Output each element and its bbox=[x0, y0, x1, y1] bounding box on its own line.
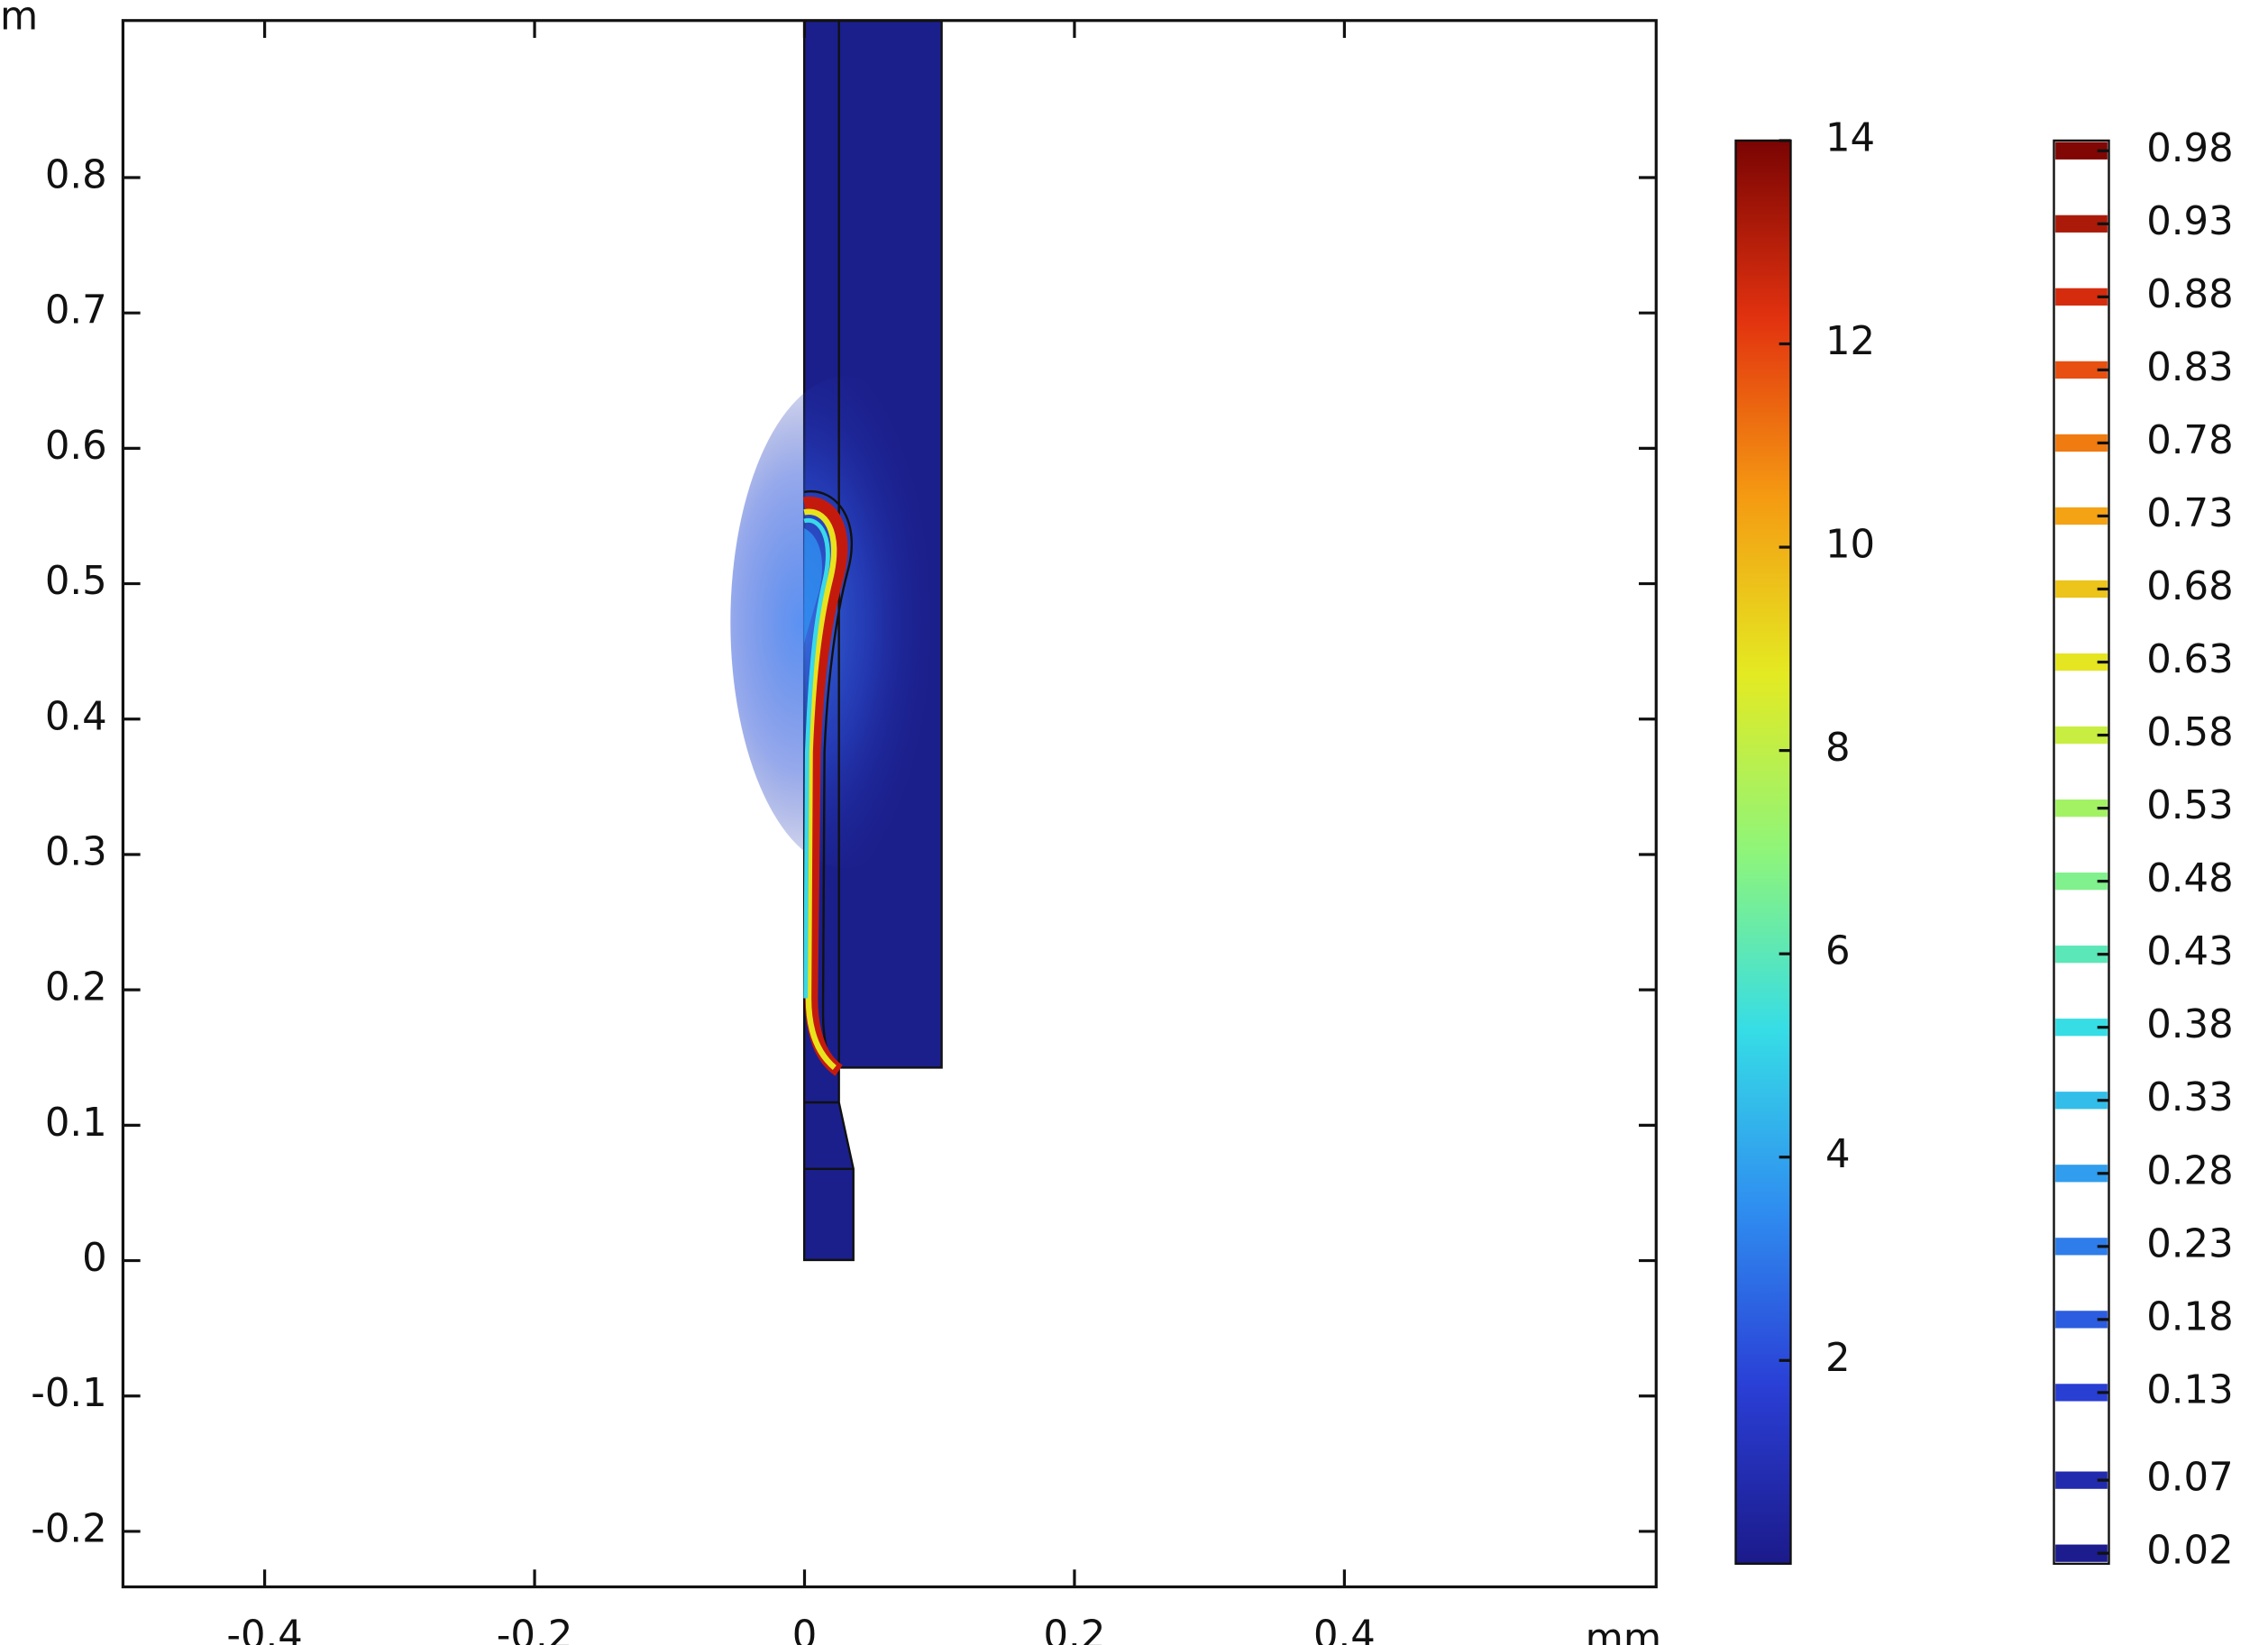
contour-level bbox=[2055, 142, 2108, 160]
colorbar-tick-label: 6 bbox=[1825, 929, 1851, 974]
contour-level bbox=[2055, 361, 2108, 379]
contour-level bbox=[2055, 1384, 2108, 1402]
contour-level-label: 0.18 bbox=[2146, 1294, 2233, 1339]
x-unit: mm bbox=[1586, 1616, 1661, 1645]
y-tick-label: 0.5 bbox=[45, 559, 107, 604]
plot-frame bbox=[121, 19, 1658, 1589]
contour-level bbox=[2055, 507, 2108, 525]
contour-level-label: 0.83 bbox=[2146, 345, 2233, 390]
contour-level-label: 0.98 bbox=[2146, 126, 2233, 171]
contour-level bbox=[2055, 799, 2108, 818]
y-tick-label: 0 bbox=[82, 1236, 107, 1281]
contour-level-label: 0.73 bbox=[2146, 491, 2233, 536]
contour-level-label: 0.02 bbox=[2146, 1529, 2233, 1574]
contour-level-label: 0.78 bbox=[2146, 418, 2233, 463]
colorbar-tick-label: 12 bbox=[1825, 319, 1875, 364]
contour-level-label: 0.88 bbox=[2146, 272, 2233, 317]
contour-level-label: 0.43 bbox=[2146, 929, 2233, 974]
y-tick-label: 0.3 bbox=[45, 829, 107, 874]
contour-level bbox=[2055, 1544, 2108, 1562]
contour-level-label: 0.48 bbox=[2146, 856, 2233, 901]
contour-level bbox=[2055, 1019, 2108, 1037]
contour-level-label: 0.93 bbox=[2146, 199, 2233, 244]
contour-level bbox=[2055, 1165, 2108, 1183]
contour-level-label: 0.63 bbox=[2146, 637, 2233, 682]
contour-level-label: 0.68 bbox=[2146, 564, 2233, 609]
colorbar-tick-label: 4 bbox=[1825, 1132, 1851, 1177]
contour-level-label: 0.38 bbox=[2146, 1002, 2233, 1047]
contour-level-label: 0.13 bbox=[2146, 1367, 2233, 1412]
contour-level-label: 0.23 bbox=[2146, 1221, 2233, 1266]
domain-geometry bbox=[730, 20, 963, 1262]
contour-level bbox=[2055, 1092, 2108, 1110]
colorbar bbox=[1734, 139, 1792, 1566]
colorbar-tick-label: 10 bbox=[1825, 523, 1875, 568]
contour-level-label: 0.33 bbox=[2146, 1075, 2233, 1120]
contour-level bbox=[2055, 215, 2108, 233]
contour-level bbox=[2055, 873, 2108, 891]
y-tick-label: 0.7 bbox=[45, 288, 107, 334]
contour-level-label: 0.58 bbox=[2146, 710, 2233, 755]
contour-level-label: 0.07 bbox=[2146, 1456, 2233, 1501]
contour-level bbox=[2055, 580, 2108, 599]
contour-legend bbox=[2053, 139, 2110, 1566]
x-tick-label: 0 bbox=[792, 1613, 818, 1645]
colorbar-tick-label: 2 bbox=[1825, 1336, 1851, 1381]
y-tick-label: 0.2 bbox=[45, 965, 107, 1010]
y-tick-label: -0.1 bbox=[31, 1371, 107, 1416]
contour-level bbox=[2055, 726, 2108, 745]
contour-level bbox=[2055, 653, 2108, 672]
y-tick-label: 0.8 bbox=[45, 152, 107, 197]
x-tick-label: -0.4 bbox=[226, 1613, 303, 1645]
contour-level-label: 0.28 bbox=[2146, 1148, 2233, 1193]
contour-level bbox=[2055, 1471, 2108, 1489]
y-tick-label: -0.2 bbox=[31, 1506, 107, 1551]
contour-level-label: 0.53 bbox=[2146, 783, 2233, 828]
contour-level bbox=[2055, 946, 2108, 964]
contour-level bbox=[2055, 434, 2108, 452]
y-tick-label: 0.6 bbox=[45, 424, 107, 469]
contour-level bbox=[2055, 1311, 2108, 1329]
x-tick-label: 0.4 bbox=[1313, 1613, 1376, 1645]
y-unit: m bbox=[0, 0, 38, 39]
contour-level bbox=[2055, 288, 2108, 306]
y-tick-label: 0.4 bbox=[45, 694, 107, 739]
x-tick-label: -0.2 bbox=[497, 1613, 573, 1645]
contour-level bbox=[2055, 1238, 2108, 1256]
colorbar-tick-label: 8 bbox=[1825, 726, 1851, 771]
x-tick-label: 0.2 bbox=[1044, 1613, 1106, 1645]
colorbar-tick-label: 14 bbox=[1825, 115, 1875, 160]
y-tick-label: 0.1 bbox=[45, 1101, 107, 1146]
